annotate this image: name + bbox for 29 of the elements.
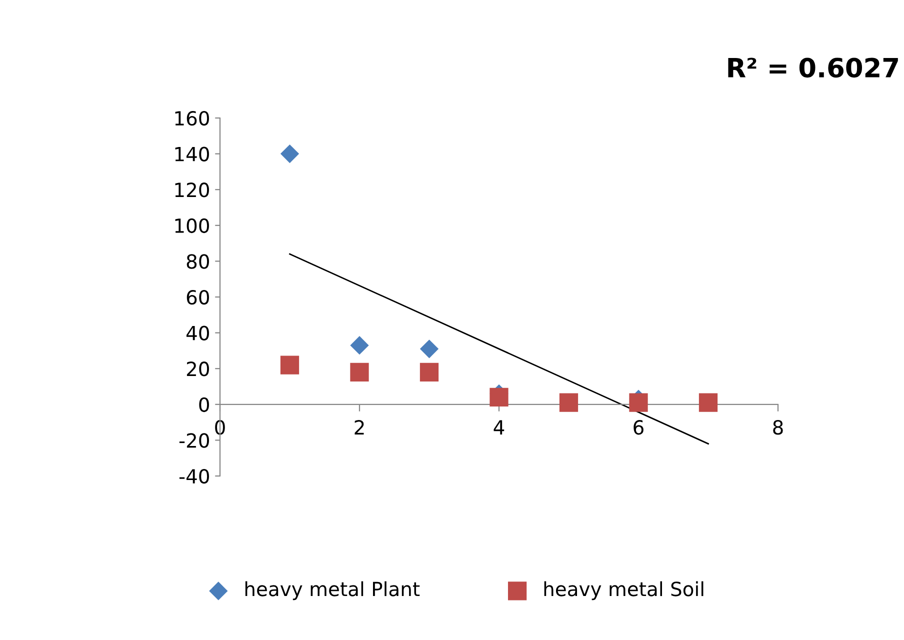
x-tick-label: 2 <box>354 420 364 434</box>
y-tick-label: 140 <box>175 146 209 162</box>
text: R² = 0.6027 <box>728 58 898 78</box>
point <box>629 393 648 412</box>
x-tick-label: 4 <box>494 420 504 434</box>
x-tick-label: 6 <box>634 420 644 435</box>
point <box>420 340 439 358</box>
y-tick-label: 120 <box>175 182 209 198</box>
y-tick-label: 0 <box>199 397 209 412</box>
point <box>280 144 300 164</box>
y-tick-label: 40 <box>186 326 209 340</box>
x-tick-label: 0 <box>215 420 225 435</box>
y-tick-label: 100 <box>175 218 209 234</box>
point <box>350 336 369 355</box>
y-tick-label: 60 <box>186 290 209 305</box>
point <box>490 388 508 407</box>
point <box>350 362 369 382</box>
y-tick-label: 80 <box>186 254 209 269</box>
x-tick-label: 8 <box>773 420 783 435</box>
point <box>280 356 300 374</box>
point <box>420 362 439 382</box>
y-tick-label: -20 <box>179 433 209 448</box>
legend-label: heavy metal Plant <box>245 581 420 600</box>
y-tick-label: 20 <box>186 362 209 376</box>
point <box>698 393 718 412</box>
point <box>559 393 578 412</box>
legend-label: heavy metal Soil <box>544 581 704 600</box>
y-tick-label: 160 <box>175 110 209 126</box>
y-tick-label: -40 <box>179 468 209 484</box>
